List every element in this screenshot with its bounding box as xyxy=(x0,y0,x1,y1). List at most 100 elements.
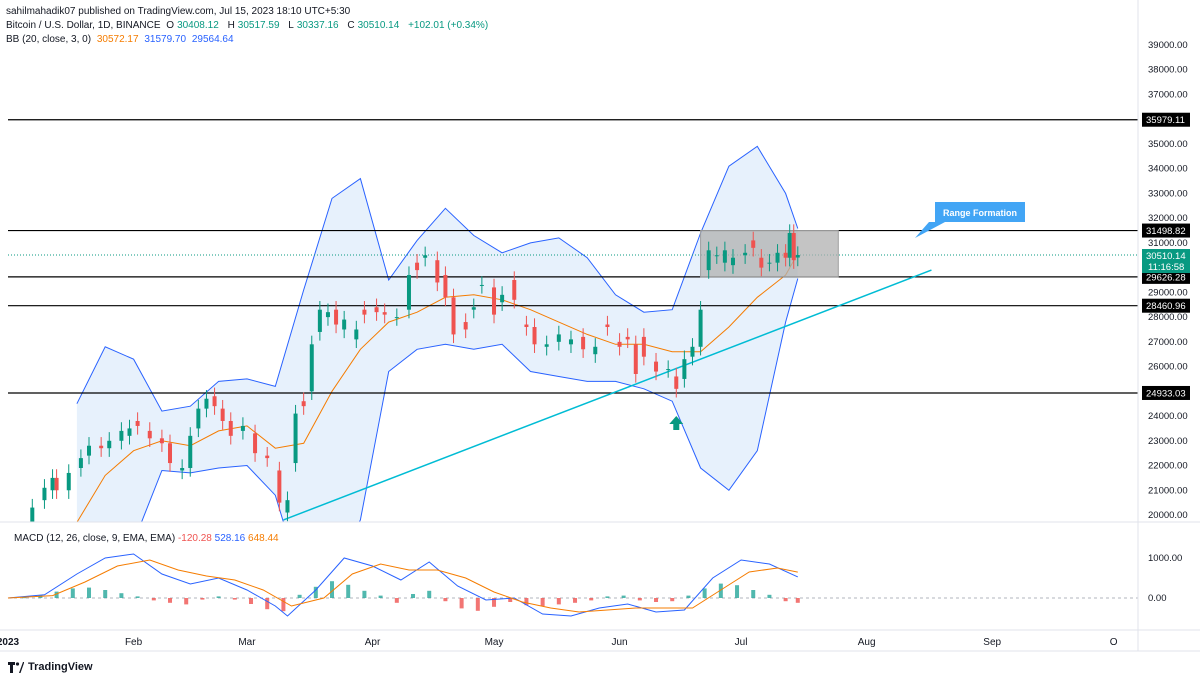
candle-body xyxy=(78,458,83,468)
candle-body xyxy=(743,252,748,256)
symbol-name[interactable]: Bitcoin / U.S. Dollar, 1D, BINANCE xyxy=(6,20,161,31)
x-tick-label: Apr xyxy=(365,637,381,648)
y-tick-label: 28000.00 xyxy=(1148,312,1188,323)
candle-body xyxy=(362,309,367,315)
candle-body xyxy=(147,430,152,439)
candle-body xyxy=(87,445,92,456)
candle-body xyxy=(334,309,339,325)
open-value: 30408.12 xyxy=(177,20,219,31)
macd-label[interactable]: MACD (12, 26, close, 9, EMA, EMA) xyxy=(14,533,176,544)
y-tick-label: 32000.00 xyxy=(1148,213,1188,224)
candle-body xyxy=(714,255,719,257)
level-label: 31498.82 xyxy=(1146,226,1186,237)
footer-brand[interactable]: TradingView xyxy=(8,661,93,673)
y-tick-label: 22000.00 xyxy=(1148,461,1188,472)
y-tick-label: 31000.00 xyxy=(1148,238,1188,249)
candle-body xyxy=(204,398,209,409)
level-label-box xyxy=(1142,112,1190,127)
footer-brand-label: TradingView xyxy=(28,661,93,673)
macd-histogram-bar xyxy=(378,595,383,598)
macd-histogram-bar xyxy=(605,596,610,598)
candle-body xyxy=(382,312,387,315)
high-label: H xyxy=(227,20,235,31)
x-tick-label: Jul xyxy=(735,637,748,648)
candle-body xyxy=(66,472,71,491)
x-tick-label: Sep xyxy=(983,637,1001,648)
high-value: 30517.59 xyxy=(237,20,280,31)
candle-body xyxy=(666,369,671,371)
candle-body xyxy=(730,257,735,266)
x-tick-label: May xyxy=(485,637,504,648)
y-tick-label: 21000.00 xyxy=(1148,485,1188,496)
candle-body xyxy=(240,425,245,431)
x-tick-label: Jun xyxy=(612,637,628,648)
y-tick-label: 26000.00 xyxy=(1148,362,1188,373)
macd-histogram-bar xyxy=(475,598,480,611)
candle-body xyxy=(435,260,440,283)
candle-body xyxy=(30,507,35,522)
countdown-label: 11:16:58 xyxy=(1148,262,1184,273)
candle-body xyxy=(180,468,185,471)
level-label: 28460.96 xyxy=(1146,301,1186,312)
level-label-box xyxy=(1142,223,1190,238)
macd-histogram-bar xyxy=(297,594,302,598)
macd-histogram-bar xyxy=(686,595,691,598)
macd-histogram-bar xyxy=(216,596,221,598)
candle-body xyxy=(159,438,164,444)
candle-body xyxy=(479,284,484,286)
macd-tick-label: 0.00 xyxy=(1148,593,1167,604)
macd-histogram-bar xyxy=(54,591,59,598)
low-label: L xyxy=(288,20,294,31)
candle-body xyxy=(443,275,448,298)
candle-body xyxy=(342,319,347,330)
macd-histogram-bar xyxy=(119,593,124,598)
macd-histogram-bar xyxy=(184,598,189,605)
candle-body xyxy=(325,312,330,318)
x-tick-label: 2023 xyxy=(0,637,20,648)
range-callout-label: Range Formation xyxy=(943,208,1017,218)
macd-histogram-bar xyxy=(783,598,788,602)
bb-upper-line xyxy=(76,145,799,412)
candle-body xyxy=(698,309,703,347)
y-tick-label: 37000.00 xyxy=(1148,89,1188,100)
level-label-box xyxy=(1142,269,1190,284)
macd-tick-label: 1000.00 xyxy=(1148,553,1182,564)
candle-body xyxy=(277,470,282,503)
low-value: 30337.16 xyxy=(296,20,339,31)
bb-middle-value: 30572.17 xyxy=(96,34,139,45)
range-callout-bubble xyxy=(915,202,1025,238)
candle-body xyxy=(228,421,233,436)
rising-trendline xyxy=(283,269,932,521)
candle-body xyxy=(617,341,622,347)
candle-body xyxy=(787,233,792,258)
macd-histogram-bar xyxy=(87,587,92,598)
current-price-label: 30510.14 xyxy=(1146,251,1186,262)
candle-body xyxy=(633,344,638,374)
macd-histogram-bar xyxy=(103,590,108,598)
axes: 39000.00 38000.00 37000.00 35000.00 34000.00… xyxy=(0,0,1200,652)
candle-body xyxy=(451,297,456,335)
candle-body xyxy=(568,339,573,345)
candle-body xyxy=(415,262,420,271)
x-tick-label: Aug xyxy=(858,637,876,648)
candle-body xyxy=(759,257,764,268)
candle-body xyxy=(42,487,47,501)
candle-body xyxy=(682,359,687,379)
macd-histogram-bar xyxy=(718,583,723,598)
current-price-box xyxy=(1142,249,1190,274)
macd-legend: MACD (12, 26, close, 9, EMA, EMA) -120.2… xyxy=(14,533,279,544)
candle-body xyxy=(265,455,270,459)
macd-histogram-bar xyxy=(589,598,594,601)
macd-histogram-bar xyxy=(151,598,156,601)
x-tick-label: O xyxy=(1110,637,1118,648)
tradingview-logo-icon xyxy=(8,661,24,673)
macd-signal-line xyxy=(7,559,798,613)
close-label: C xyxy=(347,20,355,31)
y-tick-label: 39000.00 xyxy=(1148,40,1188,51)
candle-body xyxy=(492,287,497,315)
level-label-box xyxy=(1142,298,1190,313)
macd-line-value: 528.16 xyxy=(214,533,246,544)
candle-body xyxy=(463,322,468,330)
bb-label[interactable]: BB (20, close, 3, 0) xyxy=(6,34,92,45)
